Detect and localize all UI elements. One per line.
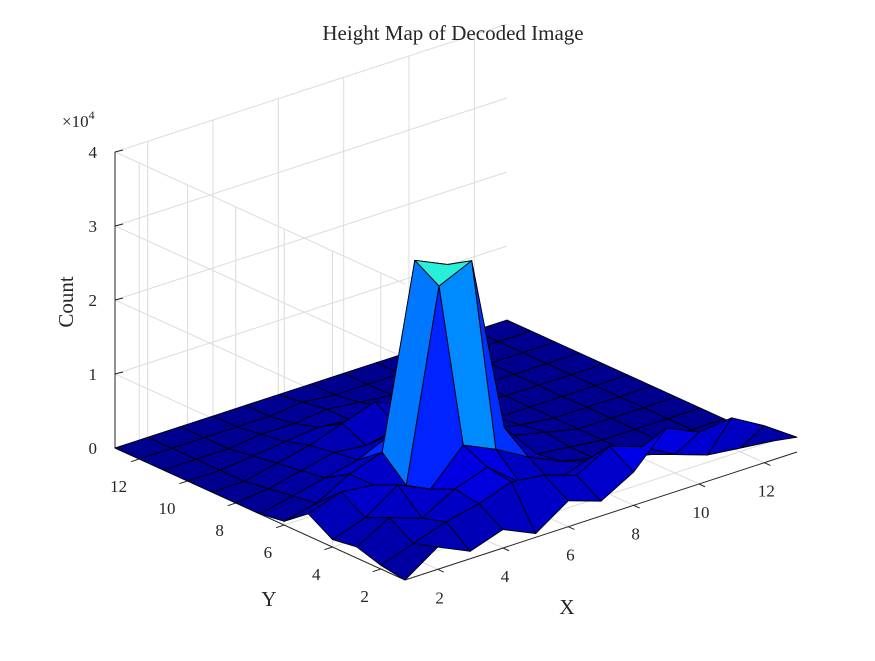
y-tick-label: 4: [312, 565, 321, 584]
y-tick-label: 10: [159, 499, 176, 518]
z-tick-mark: [114, 223, 124, 227]
x-tick-mark: [502, 547, 510, 552]
y-tick-label: 2: [360, 587, 369, 606]
surface: [114, 259, 798, 581]
y-tick-mark: [372, 568, 381, 573]
x-tick-mark: [698, 483, 706, 488]
x-tick-label: 2: [435, 588, 444, 607]
z-tick-mark: [114, 149, 124, 153]
surface-face: [380, 543, 439, 581]
z-tick-mark: [114, 371, 124, 375]
z-tick-label: 1: [89, 365, 98, 384]
y-tick-mark: [324, 546, 333, 551]
x-axis-label: X: [559, 595, 574, 619]
z-tick-label: 3: [89, 217, 98, 236]
y-tick-mark: [227, 502, 236, 507]
y-tick-label: 6: [264, 543, 273, 562]
z-axis-label: Count: [54, 276, 78, 328]
z-tick-mark: [114, 297, 124, 301]
labels: Height Map of Decoded Image Count Y X ×1…: [54, 21, 775, 619]
z-exponent-label: ×104: [62, 108, 95, 131]
x-tick-label: 10: [693, 503, 710, 522]
y-axis-label: Y: [261, 587, 276, 611]
x-tick-mark: [633, 504, 640, 509]
x-tick-mark: [568, 526, 575, 530]
grid-line-z: [113, 23, 508, 285]
x-tick-label: 6: [566, 546, 575, 565]
y-tick-mark: [130, 458, 140, 463]
y-tick-mark: [275, 524, 285, 529]
z-exponent-power: 4: [89, 108, 95, 122]
x-axis-line: [404, 451, 798, 581]
z-tick-label: 0: [89, 439, 98, 458]
z-tick-label: 4: [89, 143, 98, 162]
z-exponent-base: ×10: [62, 112, 89, 131]
x-tick-label: 8: [631, 524, 640, 543]
x-tick-label: 12: [758, 482, 775, 501]
y-tick-label: 12: [110, 477, 127, 496]
y-tick-label: 8: [215, 521, 224, 540]
z-tick-label: 2: [89, 291, 98, 310]
x-tick-mark: [764, 462, 771, 466]
x-tick-label: 4: [501, 567, 510, 586]
chart-title: Height Map of Decoded Image: [322, 21, 583, 45]
x-tick-mark: [437, 568, 444, 573]
y-tick-mark: [179, 480, 188, 485]
